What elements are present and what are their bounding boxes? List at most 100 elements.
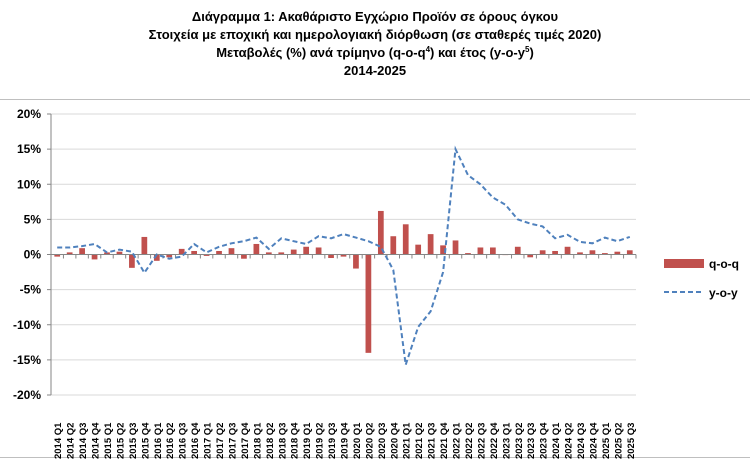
bar-qoq (577, 252, 583, 255)
bar-qoq (552, 250, 558, 255)
x-tick-label: 2015 Q4 (140, 422, 151, 459)
x-tick-label: 2017 Q1 (203, 422, 214, 459)
units-text-a: Μεταβολές (%) ανά τρίμηνο (q-o-q (216, 45, 426, 60)
legend-label-qoq: q-o-q (709, 257, 739, 271)
footnote-ref-5: 5 (525, 45, 530, 54)
x-tick-label: 2024 Q4 (588, 422, 599, 459)
y-tick-label: 0% (24, 248, 42, 262)
bar-qoq (241, 254, 247, 259)
y-tick-label: 5% (24, 212, 42, 226)
bar-qoq (66, 252, 73, 255)
bar-qoq (91, 254, 98, 260)
x-tick-label: 2020 Q2 (364, 423, 375, 459)
x-tick-label: 2014 Q1 (53, 422, 64, 459)
x-tick-label: 2019 Q1 (302, 422, 313, 459)
bar-qoq (303, 246, 310, 255)
chart-subtitle-units: Μεταβολές (%) ανά τρίμηνο (q-o-q4) και έ… (0, 44, 750, 62)
bar-qoq (427, 234, 434, 255)
x-tick-label: 2025 Q2 (613, 423, 624, 459)
x-tick-label: 2019 Q2 (315, 423, 326, 459)
bar-qoq (290, 249, 297, 255)
x-tick-label: 2015 Q1 (103, 422, 114, 459)
x-tick-label: 2025 Q1 (601, 422, 612, 459)
chart-title: Διάγραμμα 1: Ακαθάριστο Εγχώριο Προϊόν σ… (191, 9, 559, 24)
bar-qoq (489, 247, 496, 255)
y-tick-label: 20% (17, 107, 41, 121)
x-tick-label: 2023 Q3 (526, 423, 537, 459)
y-tick-label: -10% (13, 318, 41, 332)
bar-qoq (602, 253, 608, 255)
bar-qoq (415, 244, 422, 255)
bar-qoq (626, 250, 633, 255)
units-text-c: ) (529, 45, 534, 60)
bar-qoq (477, 247, 484, 255)
x-tick-label: 2024 Q2 (564, 423, 575, 459)
bar-qoq (203, 254, 210, 256)
legend-label-yoy: y-o-y (709, 286, 738, 300)
bar-qoq (104, 252, 110, 255)
y-tick-label: 10% (17, 177, 41, 191)
x-tick-label: 2016 Q4 (190, 422, 201, 459)
chart-title-block: Διάγραμμα 1: Ακαθάριστο Εγχώριο Προϊόν σ… (0, 8, 750, 80)
bar-qoq (141, 236, 148, 255)
x-tick-label: 2023 Q1 (501, 422, 512, 459)
bar-qoq (465, 253, 471, 255)
chart-period: 2014-2025 (343, 63, 407, 78)
x-tick-label: 2020 Q1 (352, 422, 363, 459)
x-tick-label: 2018 Q3 (277, 423, 288, 459)
bar-qoq (365, 254, 372, 353)
x-tick-label: 2023 Q4 (539, 422, 550, 459)
bar-qoq (539, 250, 546, 255)
x-tick-label: 2018 Q1 (252, 422, 263, 459)
chart-frame-top (0, 99, 750, 100)
x-tick-label: 2019 Q4 (340, 422, 351, 459)
bar-qoq (166, 254, 173, 258)
bar-qoq (315, 247, 322, 255)
bar-qoq (216, 250, 222, 255)
x-tick-label: 2023 Q2 (514, 423, 525, 459)
x-tick-label: 2022 Q4 (489, 422, 500, 459)
bar-qoq (564, 246, 571, 255)
x-tick-label: 2020 Q3 (377, 423, 388, 459)
x-tick-label: 2018 Q4 (290, 422, 301, 459)
chart-frame-bottom (0, 457, 750, 458)
bar-qoq (129, 254, 135, 268)
x-tick-label: 2022 Q3 (476, 423, 487, 459)
x-tick-label: 2025 Q3 (626, 423, 637, 459)
x-tick-label: 2020 Q4 (389, 422, 400, 459)
bar-qoq (253, 243, 260, 255)
legend-swatch-qoq (664, 259, 704, 268)
line-yoy (57, 145, 631, 366)
bar-qoq (514, 246, 521, 255)
x-tick-label: 2017 Q3 (227, 423, 238, 459)
x-tick-label: 2016 Q3 (178, 423, 189, 459)
x-tick-label: 2014 Q4 (91, 422, 102, 459)
x-tick-label: 2019 Q3 (327, 423, 338, 459)
bar-qoq (589, 250, 596, 255)
chart-subtitle: Στοιχεία με εποχική και ημερολογιακή διό… (148, 27, 602, 42)
bar-qoq (178, 248, 185, 255)
x-tick-label: 2015 Q2 (115, 423, 126, 459)
bar-qoq (153, 254, 160, 261)
x-tick-label: 2018 Q2 (265, 423, 276, 459)
y-tick-label: -5% (20, 283, 42, 297)
bar-qoq (402, 224, 409, 255)
bar-qoq (79, 248, 85, 255)
x-tick-label: 2021 Q1 (402, 422, 413, 459)
x-tick-label: 2022 Q1 (452, 422, 463, 459)
x-tick-label: 2021 Q3 (427, 423, 438, 459)
bar-qoq (614, 251, 621, 255)
x-tick-label: 2014 Q3 (78, 423, 89, 459)
units-text-b: ) και έτος (y-o-y (430, 45, 525, 60)
bar-qoq (278, 252, 285, 255)
bar-qoq (440, 245, 446, 255)
x-tick-label: 2016 Q2 (165, 423, 176, 459)
bar-qoq (527, 254, 534, 258)
x-tick-label: 2021 Q4 (439, 422, 450, 459)
x-tick-label: 2021 Q2 (414, 423, 425, 459)
bar-qoq (390, 236, 397, 255)
x-tick-label: 2024 Q3 (576, 423, 587, 459)
x-tick-label: 2017 Q4 (240, 422, 251, 459)
bar-qoq (191, 250, 198, 255)
